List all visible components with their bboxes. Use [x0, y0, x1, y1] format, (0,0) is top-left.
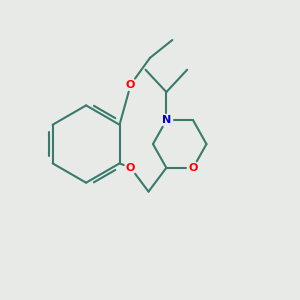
Text: O: O [126, 163, 135, 173]
Text: O: O [188, 163, 198, 173]
Text: O: O [126, 80, 135, 90]
Text: N: N [162, 115, 171, 125]
